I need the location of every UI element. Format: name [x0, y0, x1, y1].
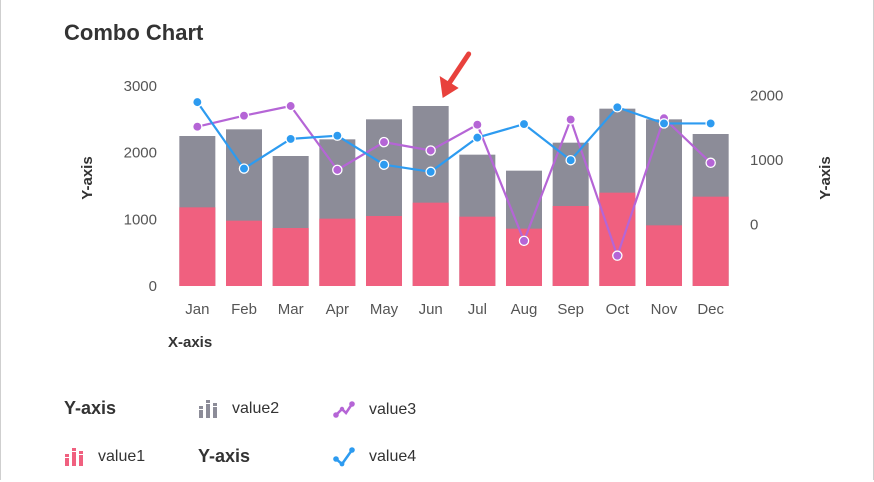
- right-tick-label: 1000: [750, 152, 783, 169]
- legend-item-value1[interactable]: value1: [64, 448, 145, 466]
- bar-chart-icon: [65, 448, 83, 466]
- point-value4: [285, 133, 296, 145]
- point-value3: [238, 110, 250, 121]
- legend-item-value2[interactable]: value2: [198, 400, 279, 418]
- x-tick-label: Jan: [185, 301, 209, 318]
- x-tick-label: May: [370, 301, 399, 318]
- point-value4: [518, 118, 530, 130]
- bar-value1: [179, 207, 216, 286]
- bar-value1: [412, 202, 449, 286]
- right-tick-label: 0: [750, 217, 758, 234]
- point-value4: [472, 132, 483, 143]
- point-value3: [285, 100, 296, 112]
- line-value4: [196, 101, 711, 173]
- x-tick-label: Apr: [326, 301, 349, 318]
- point-value3: [378, 136, 390, 148]
- bar-value1: [319, 218, 356, 286]
- right-axis-title: Y-axis: [817, 156, 834, 199]
- x-tick-label: Aug: [511, 301, 538, 318]
- legend-title: Y-axis: [198, 446, 251, 466]
- point-value4: [378, 159, 390, 170]
- point-value3: [612, 250, 623, 261]
- legend-title: Y-axis: [64, 398, 117, 418]
- point-value4: [238, 163, 250, 174]
- left-axis-title: Y-axis: [79, 156, 96, 199]
- bar-value1: [646, 225, 682, 286]
- x-tick-label: Dec: [697, 301, 724, 318]
- legend-title-left: Y-axis: [64, 398, 116, 419]
- x-tick-label: Jul: [468, 301, 487, 318]
- bar-value1: [552, 206, 589, 286]
- line-chart-icon: [333, 401, 355, 418]
- legend-title-right: Y-axis: [198, 446, 250, 467]
- x-tick-label: Jun: [419, 301, 443, 318]
- x-tick-label: Mar: [278, 301, 304, 318]
- legend-label: value3: [369, 401, 417, 418]
- bar-value1: [599, 192, 636, 286]
- x-tick-label: Oct: [606, 301, 630, 318]
- point-value3: [425, 145, 436, 156]
- point-value4: [192, 96, 203, 108]
- point-value4: [425, 166, 436, 178]
- line-chart-icon: [333, 447, 355, 467]
- point-value4: [658, 118, 670, 129]
- point-value3: [518, 235, 530, 247]
- annotation-arrow-head: [439, 76, 459, 98]
- chart-title: Combo Chart: [64, 20, 204, 45]
- point-value3: [565, 114, 576, 125]
- bar-value1: [366, 216, 402, 286]
- point-value3: [332, 164, 343, 176]
- left-tick-label: 0: [149, 278, 157, 295]
- point-value4: [565, 154, 576, 166]
- x-axis-title: X-axis: [168, 334, 212, 351]
- point-value3: [192, 121, 203, 132]
- point-value3: [705, 157, 716, 169]
- x-tick-label: Nov: [651, 301, 678, 318]
- line-value3: [197, 104, 712, 257]
- left-tick-label: 2000: [124, 145, 157, 162]
- point-value4: [332, 130, 343, 141]
- x-tick-label: Sep: [557, 301, 584, 318]
- point-value4: [612, 102, 623, 113]
- bar-value1: [459, 216, 496, 286]
- bar-value1: [226, 220, 262, 286]
- legend-label: value2: [232, 400, 280, 417]
- point-value3: [472, 119, 483, 130]
- right-tick-label: 2000: [750, 88, 783, 105]
- left-tick-label: 1000: [124, 211, 157, 228]
- bar-value1: [692, 196, 729, 286]
- x-tick-label: Feb: [231, 301, 257, 318]
- legend-label: value4: [369, 448, 417, 465]
- legend-label: value1: [98, 448, 146, 465]
- point-value4: [705, 118, 716, 129]
- bar-chart-icon: [199, 400, 217, 418]
- legend-item-value3[interactable]: value3: [333, 400, 416, 420]
- annotation-arrow-shaft: [446, 51, 472, 87]
- legend-item-value4[interactable]: value4: [333, 447, 416, 467]
- bar-value1: [272, 228, 309, 286]
- left-tick-label: 3000: [124, 78, 157, 95]
